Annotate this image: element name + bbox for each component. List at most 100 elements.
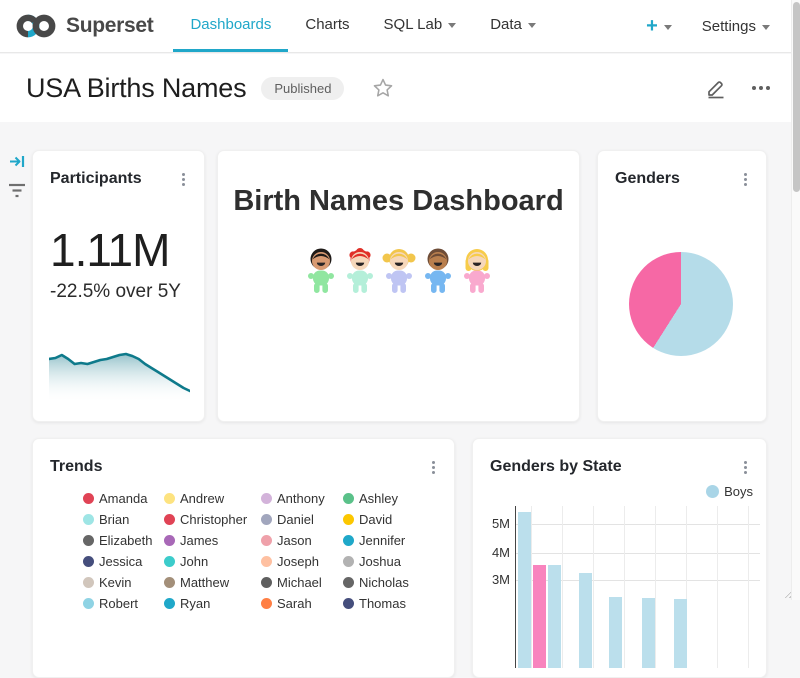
chart-options-icon[interactable] xyxy=(739,458,752,477)
expand-filter-bar-icon[interactable] xyxy=(9,153,26,170)
legend-label: Joseph xyxy=(277,554,319,569)
legend-item[interactable]: Robert xyxy=(83,596,164,611)
settings-dropdown[interactable]: Settings xyxy=(702,18,770,35)
legend-item[interactable]: Thomas xyxy=(343,596,433,611)
published-badge[interactable]: Published xyxy=(261,77,344,100)
gridline xyxy=(562,506,563,668)
legend-item[interactable]: Brian xyxy=(83,512,164,527)
dashboard-more-menu-icon[interactable] xyxy=(748,82,774,94)
chart-title: Participants xyxy=(50,170,142,188)
chart-title: Genders xyxy=(615,170,680,188)
legend-label: Michael xyxy=(277,575,322,590)
legend-label: Andrew xyxy=(180,491,224,506)
markdown-heading: Birth Names Dashboard xyxy=(218,185,579,218)
bar[interactable] xyxy=(642,598,655,669)
y-axis-tick: 5M xyxy=(480,516,510,531)
infinity-logo-icon xyxy=(14,11,58,41)
legend-swatch xyxy=(83,493,94,504)
plus-icon: + xyxy=(646,16,658,36)
nav-right: + Settings xyxy=(646,0,800,52)
genders-by-state-plot: 5M4M3M xyxy=(515,506,760,668)
legend-item[interactable]: Andrew xyxy=(164,491,261,506)
legend-swatch xyxy=(83,577,94,588)
chart-options-icon[interactable] xyxy=(177,170,190,189)
legend-swatch xyxy=(83,514,94,525)
chart-options-icon[interactable] xyxy=(739,170,752,189)
legend-swatch xyxy=(261,535,272,546)
legend-swatch xyxy=(343,577,354,588)
nav-tab-sql-lab[interactable]: SQL Lab xyxy=(367,0,474,52)
edit-dashboard-icon[interactable] xyxy=(704,76,728,100)
legend-label: Sarah xyxy=(277,596,312,611)
favorite-star-icon[interactable] xyxy=(372,77,394,99)
bar[interactable] xyxy=(518,512,531,669)
legend-item[interactable]: John xyxy=(164,554,261,569)
legend-swatch xyxy=(83,556,94,567)
legend-item[interactable]: Nicholas xyxy=(343,575,433,590)
nav-tab-data[interactable]: Data xyxy=(473,0,553,52)
gridline xyxy=(516,524,760,525)
legend-item[interactable]: James xyxy=(164,533,261,548)
gridline xyxy=(655,506,656,668)
legend-label: Matthew xyxy=(180,575,229,590)
nav-tab-charts[interactable]: Charts xyxy=(288,0,366,52)
legend-item[interactable]: Joshua xyxy=(343,554,433,569)
legend-label: Brian xyxy=(99,512,129,527)
superset-logo[interactable]: Superset xyxy=(14,0,153,52)
gridline xyxy=(748,506,749,668)
trends-card: Trends AmandaAndrewAnthonyAshleyBrianChr… xyxy=(32,438,455,678)
chart-options-icon[interactable] xyxy=(427,458,440,477)
legend-item[interactable]: Ashley xyxy=(343,491,433,506)
header-actions xyxy=(704,76,774,100)
gridline xyxy=(516,553,760,554)
filter-list-icon[interactable] xyxy=(8,183,26,198)
legend-label: Amanda xyxy=(99,491,147,506)
legend-label: Elizabeth xyxy=(99,533,152,548)
genders-by-state-card: Genders by State Boys 5M4M3M xyxy=(472,438,767,678)
legend-label: Kevin xyxy=(99,575,132,590)
new-item-dropdown[interactable]: + xyxy=(646,16,672,36)
legend-item-boys[interactable]: Boys xyxy=(706,484,753,499)
legend-label: Christopher xyxy=(180,512,247,527)
legend-label: Jessica xyxy=(99,554,142,569)
brand-name: Superset xyxy=(66,14,153,38)
scrollbar-track[interactable] xyxy=(791,0,800,600)
legend-item[interactable]: Jason xyxy=(261,533,343,548)
nav-tab-dashboards[interactable]: Dashboards xyxy=(173,0,288,52)
legend-item[interactable]: Matthew xyxy=(164,575,261,590)
legend-item[interactable]: Anthony xyxy=(261,491,343,506)
legend-label: David xyxy=(359,512,392,527)
bar[interactable] xyxy=(579,573,592,668)
chevron-down-icon xyxy=(762,25,770,30)
genders-pie-chart[interactable] xyxy=(629,252,733,356)
gridline xyxy=(593,506,594,668)
legend-swatch xyxy=(164,514,175,525)
bar[interactable] xyxy=(548,565,561,668)
legend-item[interactable]: Christopher xyxy=(164,512,261,527)
legend-item[interactable]: Michael xyxy=(261,575,343,590)
bar[interactable] xyxy=(674,599,687,668)
legend-swatch xyxy=(343,514,354,525)
top-navbar: Superset Dashboards Charts SQL Lab Data … xyxy=(0,0,800,53)
legend-item[interactable]: Ryan xyxy=(164,596,261,611)
legend-item[interactable]: Jennifer xyxy=(343,533,433,548)
trendline-sparkline[interactable] xyxy=(49,339,190,403)
legend-item[interactable]: Amanda xyxy=(83,491,164,506)
kid-figure xyxy=(459,246,495,301)
legend-item[interactable]: Daniel xyxy=(261,512,343,527)
legend-item[interactable]: Jessica xyxy=(83,554,164,569)
legend-item[interactable]: David xyxy=(343,512,433,527)
legend-item[interactable]: Elizabeth xyxy=(83,533,164,548)
scrollbar-thumb[interactable] xyxy=(793,2,800,192)
bar[interactable] xyxy=(609,597,622,668)
legend-item[interactable]: Joseph xyxy=(261,554,343,569)
legend-item[interactable]: Sarah xyxy=(261,596,343,611)
legend-swatch xyxy=(83,535,94,546)
gridline xyxy=(624,506,625,668)
bar[interactable] xyxy=(533,565,546,669)
legend-item[interactable]: Kevin xyxy=(83,575,164,590)
legend-label: Ryan xyxy=(180,596,210,611)
legend-swatch xyxy=(261,514,272,525)
nav-tab-label: SQL Lab xyxy=(384,16,443,33)
legend-label: Robert xyxy=(99,596,138,611)
